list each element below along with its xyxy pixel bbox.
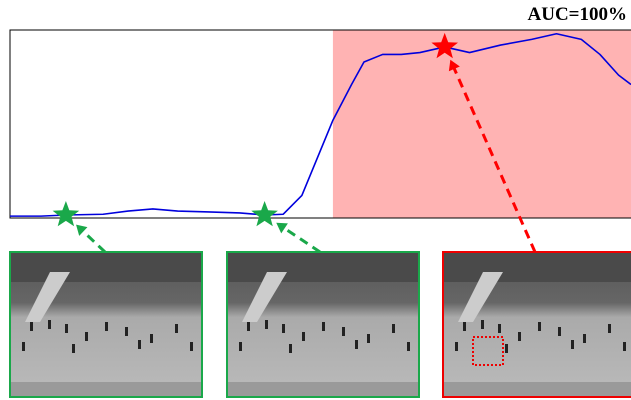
dashed-arrow — [79, 227, 107, 254]
chart-title: AUC=100% — [528, 4, 628, 25]
frame-thumbnail — [226, 251, 420, 398]
plot-frame — [9, 29, 631, 219]
star-marker — [251, 201, 278, 227]
dashed-arrow — [280, 224, 321, 254]
anomaly-region — [332, 30, 631, 218]
frame-thumbnail — [442, 251, 631, 398]
score-line — [10, 32, 631, 217]
arrow-head — [276, 222, 288, 234]
frames — [9, 251, 631, 398]
arrow-head — [448, 59, 460, 72]
star-marker — [52, 201, 80, 227]
arrow-head — [76, 224, 88, 236]
frame-thumbnail — [9, 251, 203, 398]
dashed-arrow — [451, 64, 537, 253]
star-marker — [431, 32, 458, 59]
